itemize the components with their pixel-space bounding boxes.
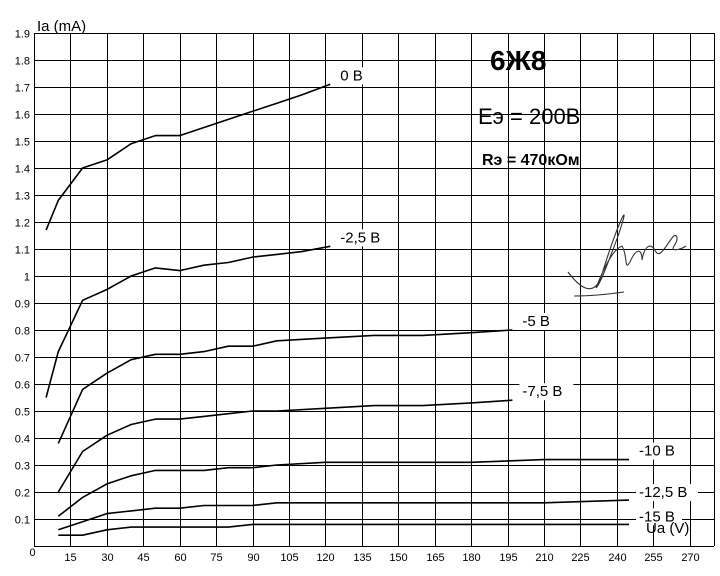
x-tick-label: 45 xyxy=(137,552,149,564)
series-label: -5 В xyxy=(522,313,550,330)
series-label-background xyxy=(337,67,368,85)
series-label-background xyxy=(337,229,392,247)
x-tick-label: 150 xyxy=(389,552,407,564)
y-tick-label: 1.4 xyxy=(15,164,30,176)
series-label: 0 В xyxy=(340,67,363,84)
x-tick-label: 90 xyxy=(247,552,259,564)
series-line xyxy=(57,458,629,517)
y-tick-label: 1.9 xyxy=(15,29,30,41)
y-tick-label: 1.8 xyxy=(15,56,30,68)
y-tick-label: 0.9 xyxy=(15,299,30,311)
x-tick-label: 165 xyxy=(426,552,444,564)
x-tick-label: 75 xyxy=(210,552,222,564)
y-tick-label: 1.2 xyxy=(15,218,30,230)
axis-ticks: 0 15 30 45 60 75 90 105 120 135 150 165 180 195 210 225… xyxy=(15,29,700,565)
series-line xyxy=(58,499,630,531)
x-tick-label: 270 xyxy=(681,552,699,564)
y-tick-label: 1.6 xyxy=(15,110,30,122)
series-label-background xyxy=(519,383,574,401)
y-tick-label: 0.3 xyxy=(15,461,30,473)
series-line xyxy=(57,399,513,493)
y-tick-label: 1.7 xyxy=(15,83,30,95)
series-line xyxy=(45,83,331,231)
x-tick-label: 240 xyxy=(608,552,626,564)
screen-voltage-note: Eэ = 200В xyxy=(478,104,580,129)
x-tick-label: 30 xyxy=(101,552,113,564)
tube-title: 6Ж8 xyxy=(490,45,546,76)
y-tick-label: 0.5 xyxy=(15,407,30,419)
y-tick-label: 0.6 xyxy=(15,380,30,392)
series-label: -12,5 В xyxy=(639,484,687,501)
series-label-background xyxy=(636,484,698,502)
series-line xyxy=(58,523,629,536)
series-label-background xyxy=(519,313,558,330)
curves xyxy=(45,83,630,536)
x-tick-label: 195 xyxy=(499,552,517,564)
y-tick-label: 0.8 xyxy=(15,326,30,338)
grid xyxy=(34,33,715,547)
series-line xyxy=(57,329,513,444)
series-label: -2,5 В xyxy=(340,229,380,246)
signature xyxy=(567,214,687,297)
series-label: -15 В xyxy=(639,508,675,525)
x-axis-title: Ua (V) xyxy=(646,520,689,537)
y-tick-label: 1.1 xyxy=(15,245,30,257)
y-tick-label: 1.3 xyxy=(15,191,30,203)
y-tick-label: 0.1 xyxy=(15,515,30,527)
x-tick-label: 15 xyxy=(64,552,76,564)
x-tick-label: 210 xyxy=(535,552,553,564)
y-tick-label: 1.5 xyxy=(15,137,30,149)
x-tick-label: 135 xyxy=(353,552,371,564)
x-tick-label: 225 xyxy=(571,552,589,564)
screen-resistor-note: Rэ = 470кОм xyxy=(482,152,580,169)
y-tick-label: 0.7 xyxy=(15,353,30,365)
series-label: -7,5 В xyxy=(522,383,562,400)
series-label-background xyxy=(636,442,682,460)
series-label-background xyxy=(636,508,682,526)
x-tick-label: 180 xyxy=(462,552,480,564)
curve-labels: 0 В -2,5 В -5 В -7,5 В -10 В -12,5 В -15 В xyxy=(337,67,698,526)
y-tick-label: 0.4 xyxy=(15,434,30,446)
y-tick-label: 1 xyxy=(24,272,30,284)
y-tick-label: 0.2 xyxy=(15,488,30,500)
x-tick-label: 255 xyxy=(644,552,662,564)
x-tick-label: 0 xyxy=(29,547,35,559)
series-line xyxy=(45,245,331,398)
x-tick-label: 60 xyxy=(174,552,186,564)
x-tick-label: 120 xyxy=(316,552,334,564)
x-tick-label: 105 xyxy=(280,552,298,564)
series-label: -10 В xyxy=(639,443,675,460)
y-axis-title: Ia (mA) xyxy=(37,18,86,35)
